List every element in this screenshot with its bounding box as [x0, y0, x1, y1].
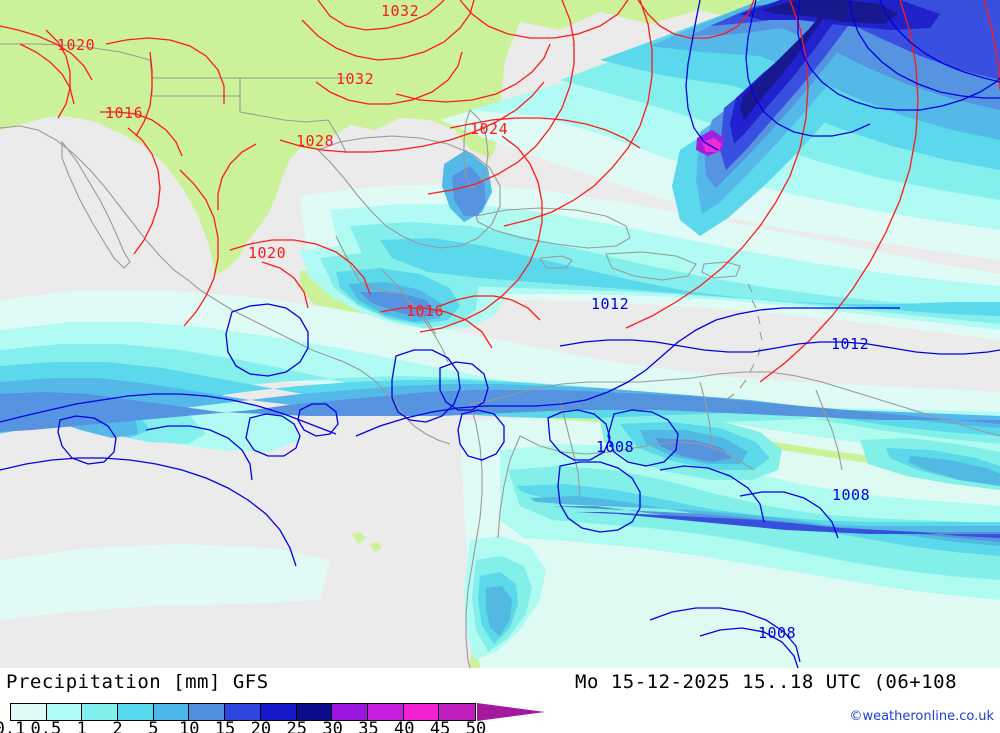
colorbar-swatch [332, 704, 368, 720]
model-run-timestamp: Mo 15-12-2025 15..18 UTC (06+108 [575, 671, 958, 693]
colorbar-tick: 50 [465, 719, 487, 733]
precipitation-map[interactable]: 1032 1032 1020 1016 1028 1024 1020 1016 … [0, 0, 1000, 668]
colorbar-tick: 10 [178, 719, 200, 733]
isobar-high-layer [0, 0, 1000, 383]
colorbar-swatch [403, 704, 440, 720]
colorbar-tick: 35 [358, 719, 379, 733]
colorbar-swatch [82, 704, 119, 720]
colorbar-tick: 20 [250, 719, 272, 733]
colorbar-swatch [189, 704, 226, 720]
copyright-watermark: ©weatheronline.co.uk [849, 709, 994, 724]
colorbar-swatch [260, 704, 297, 720]
coastline-layer [0, 43, 1000, 668]
map-canvas [0, 0, 1000, 668]
colorbar-tick: 1 [76, 719, 87, 733]
colorbar-swatch [296, 704, 333, 720]
colorbar-tick: 15 [214, 719, 236, 733]
colorbar-swatch [439, 704, 475, 720]
product-title: Precipitation [mm] GFS [6, 671, 269, 693]
colorbar-swatch [46, 704, 83, 720]
isobar-low-layer [0, 0, 1000, 668]
colorbar-swatch [118, 704, 154, 720]
precipitation-layer [0, 0, 1000, 668]
colorbar-tick: 30 [322, 719, 343, 733]
colorbar-tick: 40 [394, 719, 415, 733]
colorbar-tick: 5 [148, 719, 159, 733]
colorbar-swatch [153, 704, 190, 720]
precipitation-colorbar [10, 703, 476, 721]
colorbar-tick: 45 [429, 719, 451, 733]
colorbar-tick: 2 [112, 719, 123, 733]
colorbar-tick: 0.5 [30, 719, 62, 733]
colorbar-tick: 0.1 [0, 719, 26, 733]
map-footer: Precipitation [mm] GFS Mo 15-12-2025 15.… [0, 668, 1000, 733]
colorbar-swatch [11, 704, 47, 720]
colorbar-tick: 25 [286, 719, 308, 733]
colorbar-swatch [367, 704, 404, 720]
colorbar-swatch [225, 704, 261, 720]
